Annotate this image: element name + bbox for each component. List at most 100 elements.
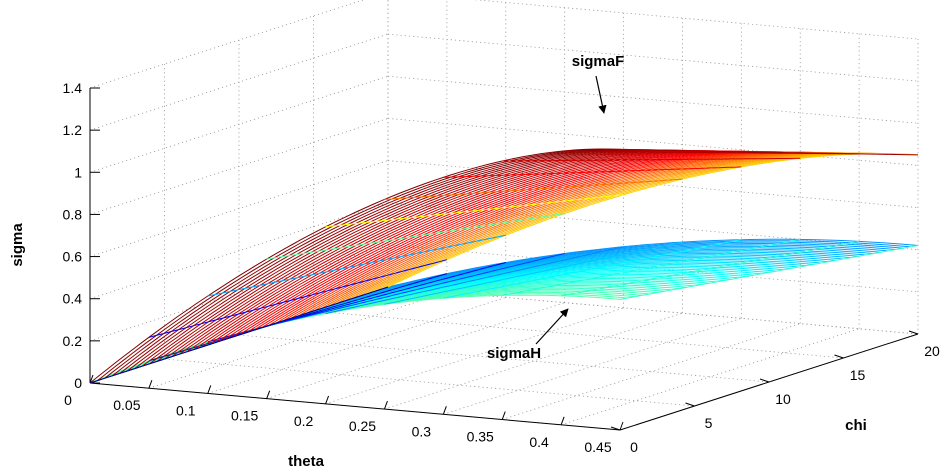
x-tick-mark-0 [89,374,94,384]
surface-sigmaF-chi-line-13 [186,150,717,353]
surface-sigmaH-theta-line-8 [561,240,860,297]
surface-sigmaH-theta-line-3 [266,253,565,327]
grid-backwall-sigma-6 [387,33,919,82]
surface-sigmaF-chi-line-0 [89,148,621,384]
grid-lines [89,0,919,431]
surface-sigmaH-theta-line-7 [502,238,801,296]
y-tick-label-1: 5 [705,415,713,431]
z-tick-label-6: 1.2 [63,122,83,138]
x-tick-mark-9 [619,421,624,431]
surface-sigmaF-chi-line-28 [298,151,829,317]
surface-sigmaF-chi-line-24 [268,151,799,326]
grid-floor-theta-6 [443,317,742,415]
grid-sidewall-sigma-5 [89,75,389,173]
y-tick-label-0: 0 [630,439,638,455]
x-tick-mark-3 [266,390,271,399]
surface-sigmaF-chi-line-36 [357,152,889,298]
surface-sigmaF-chi-line-5 [126,149,658,372]
surface-sigmaH-chi-line-39 [380,240,911,290]
surface-sigmaF-chi-line-21 [246,150,777,334]
y-tick-label-4: 20 [924,343,940,359]
surface-sigmaF-chi-line-25 [276,151,807,324]
x-tick-label-4: 0.2 [294,413,314,429]
surface-sigmaH-theta-line-1 [148,273,448,362]
surface-sigmaF-chi-line-6 [134,149,665,369]
surface-sigmaF-theta-line-0 [89,286,389,384]
surface-sigmaH-chi-line-35 [350,245,881,300]
surface-sigmaF-theta-line-7 [502,157,801,162]
x-tick-label-3: 0.15 [231,408,258,424]
surface-sigmaF-chi-line-4 [119,148,650,374]
z-axis-title: sigma [9,223,26,267]
x-tick-label-8: 0.4 [529,434,549,450]
surface-sigmaH-chi-line-36 [358,244,889,298]
surface-sigmaF-chi-line-38 [372,152,904,293]
surface-sigmaF-chi-line-22 [253,151,784,331]
surface-sigmaF-chi-line-18 [223,150,755,341]
y-tick-label-3: 15 [850,367,866,383]
surface-sigmaH-chi-line-40 [387,238,919,288]
grid-floor-theta-5 [384,312,683,410]
surface-sigmaF-theta-line-9 [619,149,919,156]
surface-sigmaF-chi-line-15 [201,150,732,348]
surface-sigmaF-chi-line-27 [290,151,822,319]
annotation-sigmaF: sigmaF [572,53,625,70]
grid-backwall-sigma-5 [387,75,919,124]
grid-sidewall-sigma-7 [89,0,365,89]
x-tick-mark-7 [501,411,506,420]
surface-sigmaF-chi-line-37 [365,152,896,295]
y-axis-title: chi [845,417,867,434]
axes-box [89,87,919,431]
surface-sigmaF-chi-line-10 [164,149,695,360]
x-tick-label-1: 0.05 [113,397,140,413]
surface-sigmaF-chi-line-16 [208,150,740,346]
grid-floor-chi-1 [164,358,695,407]
grid-sidewall-sigma-6 [89,33,389,131]
x-tick-mark-6 [442,406,447,415]
surface-sigmaF-chi-line-17 [216,150,747,343]
surface-sigmaF-theta-line-3 [266,213,565,260]
surface-sigmaF-theta-line-1 [148,259,448,338]
tick-labels: 0 0.05 0.1 0.15 0.2 0.25 0.3 0.35 0.4 0.45 0510152… [63,80,940,455]
surface-sigmaF-chi-line-30 [313,152,844,312]
grid-floor-theta-8 [560,328,860,426]
z-tick-label-7: 1.4 [63,80,83,96]
surface-sigmaH-chi-line-37 [365,243,896,295]
x-tick-mark-4 [325,395,330,405]
surface-sigmaF-theta-line-4 [325,194,624,228]
z-tick-label-3: 0.6 [63,249,83,265]
grid-floor-chi-2 [238,334,770,383]
grid-sidewall-sigma-2 [89,202,389,300]
surface-sigmaF-theta-line-6 [443,166,742,178]
x-tick-mark-5 [383,400,388,410]
surface-sigmaF-theta-line-5 [384,178,683,200]
z-tick-label-1: 0.2 [63,333,83,349]
x-tick-label-6: 0.3 [412,423,432,439]
surface-sigmaF-chi-line-12 [179,150,710,355]
grid-floor-chi-3 [313,310,844,359]
surface-sigmaF [89,148,919,384]
arrow-sigmaF [595,75,607,114]
z-tick-label-4: 0.8 [63,206,83,222]
surface-sigmaF-chi-line-31 [320,152,852,310]
surface-sigmaF-chi-line-29 [305,151,837,314]
y-tick-label-2: 10 [775,391,791,407]
y-tick-mark-3 [834,354,844,359]
surface-sigmaF-chi-line-35 [350,152,881,300]
z-tick-label-5: 1 [74,164,82,180]
annotation-arrows [535,75,607,345]
surface-sigmaH-theta-line-5 [384,241,683,305]
grid-floor-theta-7 [502,323,801,420]
grid-backwall-sigma-1 [387,244,919,293]
surface-sigmaH-chi-line-34 [343,247,874,302]
grid-sidewall-sigma-3 [89,160,389,257]
grid-backwall-sigma-7 [473,0,919,40]
surface-sigmaF-chi-line-14 [194,150,725,350]
surface-sigmaF-theta-line-2 [207,234,506,297]
surface-sigmaH-theta-line-6 [443,239,742,299]
annotation-sigmaH: sigmaH [487,345,541,362]
surface-sigmaF-chi-line-34 [343,152,874,302]
surface-sigmaH-chi-line-38 [372,241,904,293]
